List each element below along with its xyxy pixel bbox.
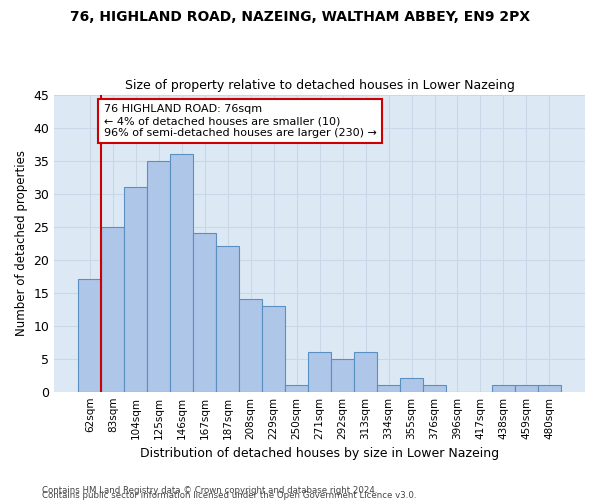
Bar [79,280,101,392]
Bar [308,352,331,392]
Bar [331,358,354,392]
Bar [148,160,170,392]
Title: Size of property relative to detached houses in Lower Nazeing: Size of property relative to detached ho… [125,79,515,92]
Bar [354,352,377,392]
Bar [124,187,148,392]
Bar [492,385,515,392]
Bar [538,385,561,392]
Bar [515,385,538,392]
X-axis label: Distribution of detached houses by size in Lower Nazeing: Distribution of detached houses by size … [140,447,499,460]
Text: 76 HIGHLAND ROAD: 76sqm
← 4% of detached houses are smaller (10)
96% of semi-det: 76 HIGHLAND ROAD: 76sqm ← 4% of detached… [104,104,377,138]
Text: 76, HIGHLAND ROAD, NAZEING, WALTHAM ABBEY, EN9 2PX: 76, HIGHLAND ROAD, NAZEING, WALTHAM ABBE… [70,10,530,24]
Bar [170,154,193,392]
Text: Contains public sector information licensed under the Open Government Licence v3: Contains public sector information licen… [42,491,416,500]
Bar [239,299,262,392]
Bar [377,385,400,392]
Bar [193,233,216,392]
Bar [216,246,239,392]
Bar [262,306,285,392]
Bar [101,226,124,392]
Bar [400,378,423,392]
Text: Contains HM Land Registry data © Crown copyright and database right 2024.: Contains HM Land Registry data © Crown c… [42,486,377,495]
Bar [285,385,308,392]
Y-axis label: Number of detached properties: Number of detached properties [15,150,28,336]
Bar [423,385,446,392]
